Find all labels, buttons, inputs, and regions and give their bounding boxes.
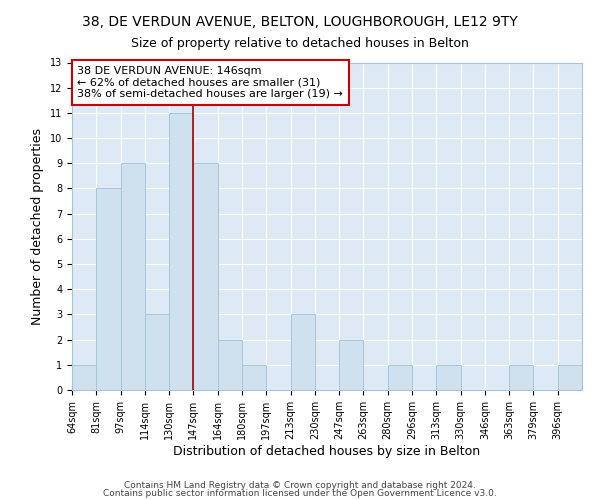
Bar [169, 113, 193, 390]
Bar [436, 365, 461, 390]
Text: 38, DE VERDUN AVENUE, BELTON, LOUGHBOROUGH, LE12 9TY: 38, DE VERDUN AVENUE, BELTON, LOUGHBOROU… [82, 15, 518, 29]
Bar [193, 164, 218, 390]
Bar [242, 365, 266, 390]
Bar [339, 340, 364, 390]
Bar [290, 314, 315, 390]
Bar [96, 188, 121, 390]
Bar [388, 365, 412, 390]
Bar [218, 340, 242, 390]
Bar [145, 314, 169, 390]
X-axis label: Distribution of detached houses by size in Belton: Distribution of detached houses by size … [173, 444, 481, 458]
Y-axis label: Number of detached properties: Number of detached properties [31, 128, 44, 325]
Text: Contains HM Land Registry data © Crown copyright and database right 2024.: Contains HM Land Registry data © Crown c… [124, 480, 476, 490]
Text: Size of property relative to detached houses in Belton: Size of property relative to detached ho… [131, 38, 469, 51]
Text: Contains public sector information licensed under the Open Government Licence v3: Contains public sector information licen… [103, 489, 497, 498]
Bar [558, 365, 582, 390]
Text: 38 DE VERDUN AVENUE: 146sqm
← 62% of detached houses are smaller (31)
38% of sem: 38 DE VERDUN AVENUE: 146sqm ← 62% of det… [77, 66, 343, 99]
Bar [509, 365, 533, 390]
Bar [121, 164, 145, 390]
Bar [72, 365, 96, 390]
